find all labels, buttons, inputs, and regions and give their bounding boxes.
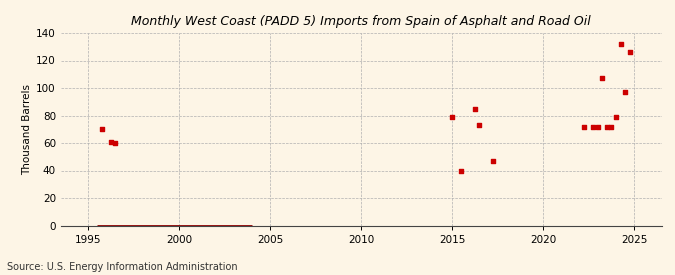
Point: [593, 124, 603, 129]
Point: [620, 90, 630, 94]
Point: [97, 127, 107, 131]
Point: [578, 124, 589, 129]
Point: [624, 50, 635, 54]
Title: Monthly West Coast (PADD 5) Imports from Spain of Asphalt and Road Oil: Monthly West Coast (PADD 5) Imports from…: [131, 15, 591, 28]
Text: Source: U.S. Energy Information Administration: Source: U.S. Energy Information Administ…: [7, 262, 238, 272]
Point: [105, 139, 116, 144]
Point: [110, 141, 121, 145]
Point: [611, 115, 622, 119]
Point: [588, 124, 599, 129]
Y-axis label: Thousand Barrels: Thousand Barrels: [22, 84, 32, 175]
Point: [601, 124, 612, 129]
Point: [615, 42, 626, 46]
Point: [470, 106, 481, 111]
Point: [447, 115, 458, 119]
Point: [597, 76, 608, 81]
Point: [606, 124, 617, 129]
Point: [456, 168, 466, 173]
Point: [488, 159, 499, 163]
Point: [474, 123, 485, 127]
